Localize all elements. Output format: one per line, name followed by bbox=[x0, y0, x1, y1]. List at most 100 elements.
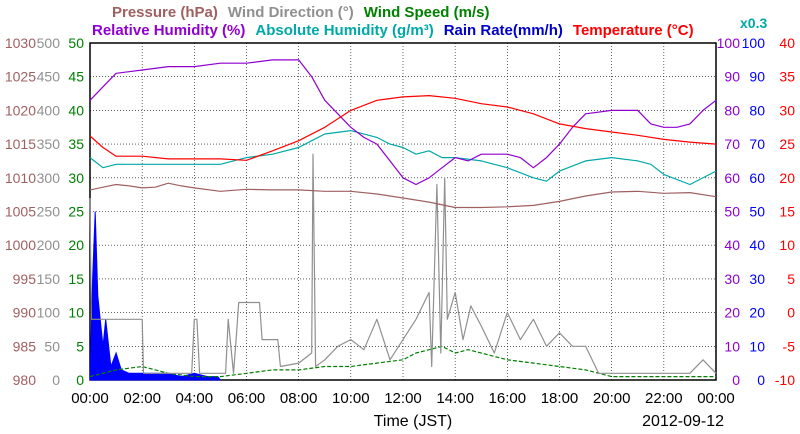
tick-wind-speed: 20 bbox=[68, 237, 84, 253]
series-wind-speed bbox=[89, 345, 716, 378]
tick-x-time: 14:00 bbox=[436, 390, 474, 407]
tick-wind-speed: 45 bbox=[68, 69, 84, 85]
tick-relative-humidity: 40 bbox=[724, 237, 740, 253]
tick-wind-direction: 500 bbox=[37, 35, 61, 51]
series-rain-rate bbox=[89, 211, 221, 381]
plot-grid bbox=[90, 43, 716, 380]
legend-label: Wind Speed (m/s) bbox=[364, 4, 490, 21]
tick-x-time: 06:00 bbox=[228, 390, 266, 407]
tick-pressure: 1010 bbox=[5, 170, 36, 186]
tick-relative-humidity: 90 bbox=[724, 69, 740, 85]
series-abs-humidity bbox=[89, 130, 717, 186]
tick-relative-humidity: 30 bbox=[724, 271, 740, 287]
tick-wind-direction: 250 bbox=[37, 204, 61, 220]
legend-label: Temperature (°C) bbox=[573, 22, 694, 39]
tick-x-time: 22:00 bbox=[645, 390, 683, 407]
series-relative-humidity bbox=[89, 59, 717, 186]
tick-x-time: 00:00 bbox=[71, 390, 109, 407]
series-temperature bbox=[89, 94, 717, 161]
tick-wind-direction: 150 bbox=[37, 271, 61, 287]
tick-relative-humidity: 10 bbox=[724, 338, 740, 354]
tick-x-time: 00:00 bbox=[697, 390, 735, 407]
legend-label: Relative Humidity (%) bbox=[92, 22, 245, 39]
tick-abs-humidity: 90 bbox=[749, 69, 765, 85]
tick-x-time: 04:00 bbox=[176, 390, 214, 407]
tick-x-time: 12:00 bbox=[384, 390, 422, 407]
tick-temperature: -5 bbox=[783, 338, 796, 354]
tick-abs-humidity: 60 bbox=[749, 170, 765, 186]
tick-pressure: 995 bbox=[13, 271, 37, 287]
tick-temperature: 35 bbox=[779, 69, 795, 85]
tick-pressure: 1000 bbox=[5, 237, 36, 253]
tick-relative-humidity: 60 bbox=[724, 170, 740, 186]
tick-x-time: 02:00 bbox=[123, 390, 161, 407]
tick-abs-humidity: 10 bbox=[749, 338, 765, 354]
legend-label: Rain Rate(mm/h) bbox=[444, 22, 563, 39]
tick-relative-humidity: 50 bbox=[724, 204, 740, 220]
tick-x-time: 18:00 bbox=[541, 390, 579, 407]
tick-pressure: 1030 bbox=[5, 35, 36, 51]
tick-pressure: 1005 bbox=[5, 204, 36, 220]
tick-wind-speed: 25 bbox=[68, 204, 84, 220]
tick-pressure: 1025 bbox=[5, 69, 36, 85]
tick-pressure: 990 bbox=[13, 305, 37, 321]
tick-temperature: -10 bbox=[775, 372, 795, 388]
tick-wind-direction: 350 bbox=[37, 136, 61, 152]
tick-temperature: 15 bbox=[779, 204, 795, 220]
date-label: 2012-09-12 bbox=[642, 413, 724, 430]
tick-relative-humidity: 100 bbox=[717, 35, 741, 51]
tick-abs-humidity: 80 bbox=[749, 102, 765, 118]
x-axis-title: Time (JST) bbox=[374, 413, 453, 430]
legend-label: Pressure (hPa) bbox=[112, 4, 218, 21]
tick-wind-direction: 200 bbox=[37, 237, 61, 253]
series-pressure bbox=[89, 182, 717, 209]
tick-wind-speed: 50 bbox=[68, 35, 84, 51]
tick-relative-humidity: 20 bbox=[724, 305, 740, 321]
axis-ticks: 9809859909951000100510101015102010251030… bbox=[5, 35, 795, 407]
tick-abs-humidity: 50 bbox=[749, 204, 765, 220]
tick-wind-speed: 10 bbox=[68, 305, 84, 321]
tick-temperature: 20 bbox=[779, 170, 795, 186]
tick-abs-humidity: 0 bbox=[757, 372, 765, 388]
legend-label: Absolute Humidity (g/m³) bbox=[255, 22, 433, 39]
tick-wind-speed: 35 bbox=[68, 136, 84, 152]
tick-pressure: 985 bbox=[13, 338, 37, 354]
tick-wind-direction: 300 bbox=[37, 170, 61, 186]
tick-wind-direction: 400 bbox=[37, 102, 61, 118]
tick-pressure: 980 bbox=[13, 372, 37, 388]
tick-relative-humidity: 70 bbox=[724, 136, 740, 152]
tick-wind-speed: 0 bbox=[76, 372, 84, 388]
tick-temperature: 40 bbox=[779, 35, 795, 51]
series-layer bbox=[89, 59, 717, 381]
tick-relative-humidity: 80 bbox=[724, 102, 740, 118]
tick-temperature: 0 bbox=[787, 305, 795, 321]
tick-abs-humidity: 100 bbox=[742, 35, 766, 51]
tick-wind-speed: 15 bbox=[68, 271, 84, 287]
tick-wind-direction: 100 bbox=[37, 305, 61, 321]
tick-abs-humidity: 30 bbox=[749, 271, 765, 287]
tick-temperature: 10 bbox=[779, 237, 795, 253]
tick-relative-humidity: 0 bbox=[732, 372, 740, 388]
tick-temperature: 5 bbox=[787, 271, 795, 287]
tick-abs-humidity: 70 bbox=[749, 136, 765, 152]
tick-temperature: 30 bbox=[779, 102, 795, 118]
tick-wind-direction: 0 bbox=[52, 372, 60, 388]
tick-wind-speed: 40 bbox=[68, 102, 84, 118]
tick-wind-speed: 5 bbox=[76, 338, 84, 354]
tick-pressure: 1015 bbox=[5, 136, 36, 152]
series-wind-direction bbox=[89, 153, 717, 374]
tick-x-time: 16:00 bbox=[489, 390, 527, 407]
tick-abs-humidity: 40 bbox=[749, 237, 765, 253]
tick-pressure: 1020 bbox=[5, 102, 36, 118]
tick-wind-direction: 50 bbox=[44, 338, 60, 354]
tick-temperature: 25 bbox=[779, 136, 795, 152]
abs-humidity-scale-note: x0.3 bbox=[740, 15, 767, 31]
legend-label: Wind Direction (°) bbox=[228, 4, 354, 21]
tick-wind-direction: 450 bbox=[37, 69, 61, 85]
tick-wind-speed: 30 bbox=[68, 170, 84, 186]
tick-x-time: 08:00 bbox=[280, 390, 318, 407]
tick-x-time: 20:00 bbox=[593, 390, 631, 407]
legend: Pressure (hPa) Wind Direction (°) Wind Spe… bbox=[92, 4, 694, 39]
tick-x-time: 10:00 bbox=[332, 390, 370, 407]
